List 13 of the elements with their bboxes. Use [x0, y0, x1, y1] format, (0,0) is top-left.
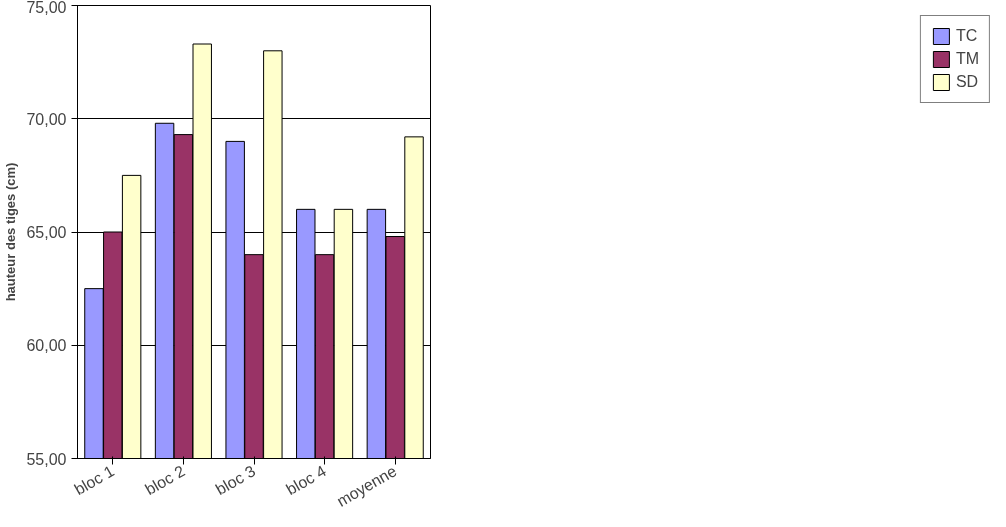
- legend-label: TM: [955, 50, 979, 68]
- y-tick-label: 60,00: [26, 337, 67, 355]
- y-tick-label: 65,00: [26, 224, 67, 241]
- x-tick-label: bloc 3: [212, 462, 259, 499]
- y-axis-title: hauteur des tiges (cm): [3, 162, 19, 302]
- y-tick-label: 70,00: [26, 110, 67, 128]
- legend-label: TC: [955, 27, 978, 45]
- x-tick-label: bloc 4: [283, 462, 329, 499]
- y-tick-label: 75,00: [26, 0, 67, 16]
- x-tick-label: bloc 2: [142, 462, 188, 499]
- legend-label: SD: [955, 73, 979, 91]
- x-tick-label: bloc 1: [71, 462, 118, 499]
- y-tick-label: 55,00: [26, 450, 67, 468]
